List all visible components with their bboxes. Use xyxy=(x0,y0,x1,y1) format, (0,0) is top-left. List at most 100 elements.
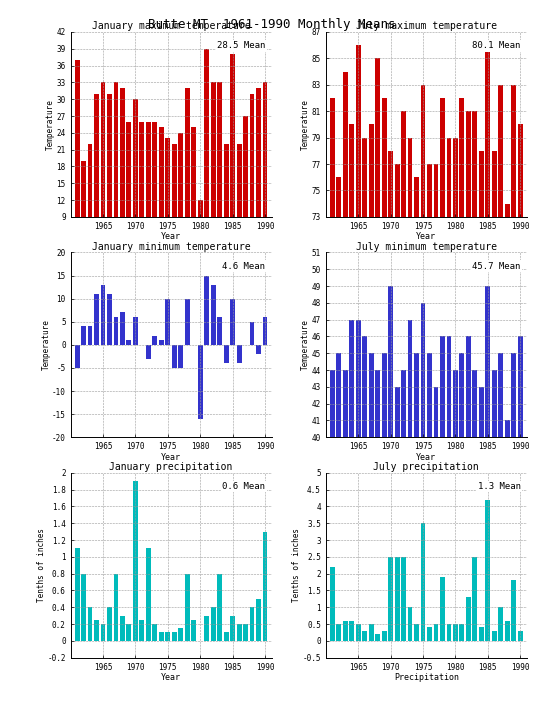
Bar xyxy=(498,353,503,711)
Bar xyxy=(113,574,118,641)
X-axis label: Precipitation: Precipitation xyxy=(394,673,459,682)
Y-axis label: Temperature: Temperature xyxy=(41,319,50,370)
Bar xyxy=(146,122,151,267)
Bar xyxy=(343,72,348,711)
Bar xyxy=(224,633,229,641)
Bar xyxy=(230,55,235,267)
Bar xyxy=(140,620,144,641)
Bar xyxy=(382,98,387,711)
Bar xyxy=(185,574,190,641)
Title: January maximum temperature: January maximum temperature xyxy=(92,21,250,31)
Bar xyxy=(414,624,419,641)
Bar xyxy=(159,633,164,641)
Bar xyxy=(453,138,458,711)
Bar xyxy=(127,122,131,267)
Y-axis label: Temperature: Temperature xyxy=(46,99,55,150)
Bar xyxy=(243,116,248,267)
Bar xyxy=(100,624,105,641)
Bar xyxy=(330,370,334,711)
Bar xyxy=(256,88,261,267)
Bar xyxy=(100,284,105,345)
Bar xyxy=(153,336,157,345)
Bar xyxy=(159,340,164,345)
Bar xyxy=(388,151,393,711)
Bar xyxy=(446,624,451,641)
Bar xyxy=(459,353,464,711)
Bar xyxy=(94,620,99,641)
Bar xyxy=(336,624,341,641)
Bar xyxy=(485,286,490,711)
Y-axis label: Temperature: Temperature xyxy=(301,99,310,150)
Bar xyxy=(263,317,268,345)
Bar xyxy=(172,633,176,641)
Bar xyxy=(421,85,426,711)
Bar xyxy=(230,616,235,641)
Bar xyxy=(237,144,242,267)
Bar xyxy=(427,353,432,711)
Bar xyxy=(153,122,157,267)
Bar xyxy=(375,634,380,641)
Bar xyxy=(505,420,510,711)
Bar xyxy=(127,624,131,641)
Bar xyxy=(472,111,477,711)
Bar xyxy=(74,345,79,368)
Bar xyxy=(375,58,380,711)
Bar xyxy=(336,353,341,711)
Bar xyxy=(343,370,348,711)
Bar xyxy=(512,580,516,641)
Text: 0.6 Mean: 0.6 Mean xyxy=(223,482,266,491)
Bar xyxy=(166,633,171,641)
Bar xyxy=(446,138,451,711)
Bar xyxy=(401,111,406,711)
Bar xyxy=(330,567,334,641)
Text: 80.1 Mean: 80.1 Mean xyxy=(472,41,521,50)
Bar xyxy=(204,616,209,641)
Bar xyxy=(485,500,490,641)
Bar xyxy=(330,98,334,711)
Bar xyxy=(87,144,92,267)
Bar xyxy=(185,88,190,267)
Bar xyxy=(453,624,458,641)
Bar xyxy=(153,624,157,641)
Bar xyxy=(191,620,196,641)
Bar xyxy=(81,326,86,345)
Bar xyxy=(204,275,209,345)
Bar xyxy=(512,85,516,711)
Bar xyxy=(459,624,464,641)
Bar xyxy=(382,353,387,711)
Bar xyxy=(178,629,183,641)
Bar xyxy=(492,370,497,711)
Bar xyxy=(211,284,216,345)
Bar xyxy=(87,326,92,345)
Title: July minimum temperature: July minimum temperature xyxy=(356,242,497,252)
Bar xyxy=(512,353,516,711)
Text: 1.3 Mean: 1.3 Mean xyxy=(478,482,521,491)
Bar xyxy=(166,139,171,267)
Bar xyxy=(492,151,497,711)
Bar xyxy=(172,345,176,368)
Bar xyxy=(518,631,523,641)
Bar xyxy=(505,621,510,641)
Bar xyxy=(166,299,171,345)
Bar xyxy=(518,336,523,711)
Y-axis label: Tenths of inches: Tenths of inches xyxy=(292,528,301,602)
Bar xyxy=(217,82,222,267)
X-axis label: Year: Year xyxy=(161,232,181,241)
Bar xyxy=(120,616,125,641)
Bar xyxy=(472,557,477,641)
Bar xyxy=(433,164,438,711)
Bar xyxy=(185,299,190,345)
Bar xyxy=(140,122,144,267)
Bar xyxy=(146,548,151,641)
Bar xyxy=(217,317,222,345)
Bar xyxy=(427,627,432,641)
Bar xyxy=(414,353,419,711)
Bar xyxy=(388,557,393,641)
Bar xyxy=(120,88,125,267)
Bar xyxy=(250,607,255,641)
Bar xyxy=(369,353,374,711)
Y-axis label: Temperature: Temperature xyxy=(301,319,310,370)
Bar xyxy=(375,370,380,711)
Bar xyxy=(256,599,261,641)
Bar xyxy=(446,336,451,711)
